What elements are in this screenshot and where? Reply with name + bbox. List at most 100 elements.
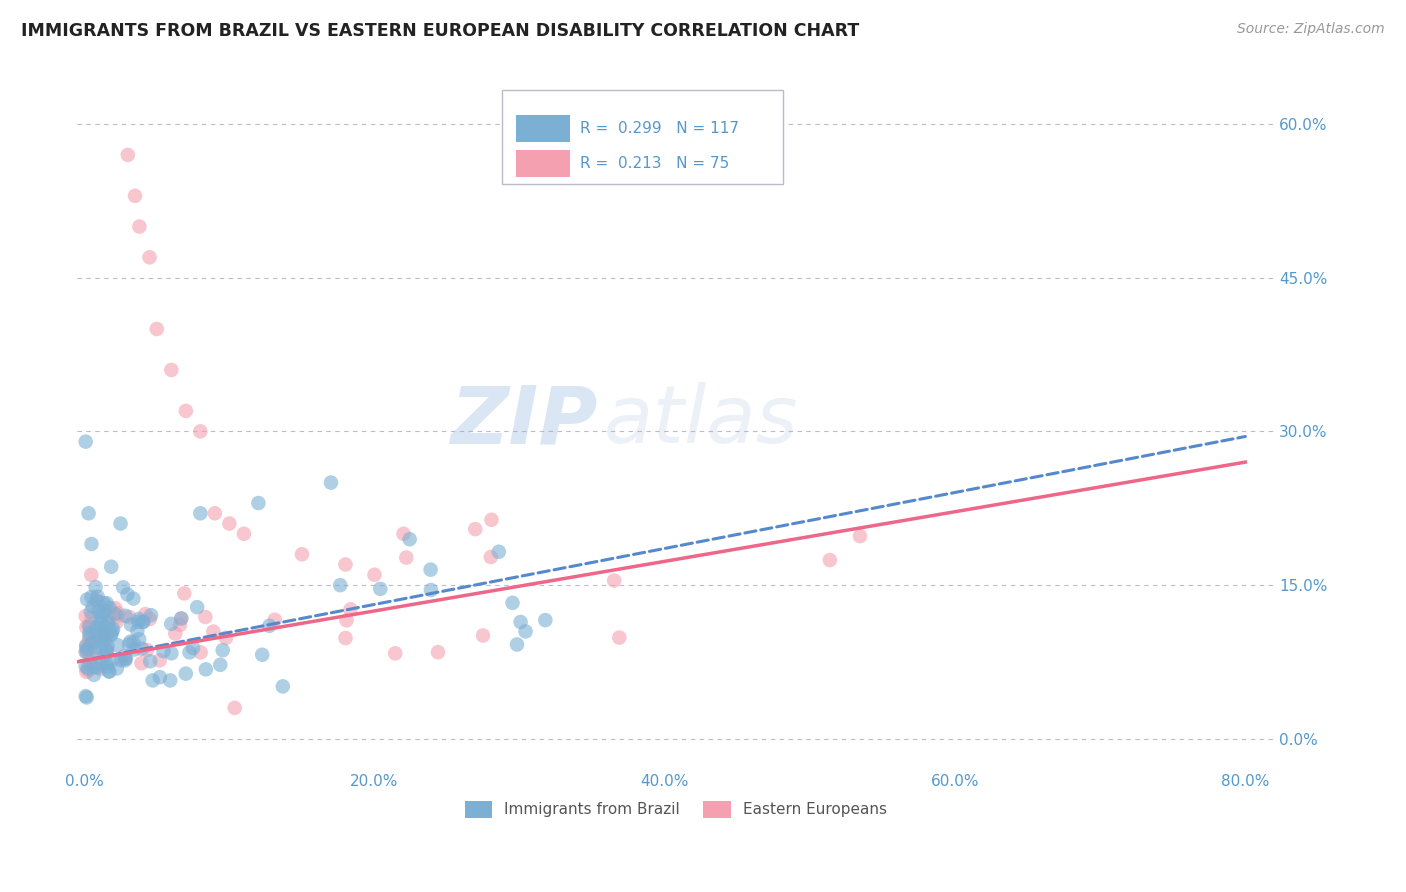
Point (105, 615, 128, 629)
Point (384, 646, 406, 660)
Point (339, 602, 361, 616)
Point (502, 596, 524, 610)
Point (93, 628, 115, 642)
Point (83, 668, 105, 682)
Point (481, 513, 503, 527)
Point (188, 425, 211, 439)
Text: Source: ZipAtlas.com: Source: ZipAtlas.com (1237, 22, 1385, 37)
Point (138, 250, 160, 264)
Point (105, 661, 128, 675)
Point (87, 594, 110, 608)
Point (96, 642, 118, 657)
Point (75, 609, 97, 624)
Point (96, 625, 118, 640)
Point (93, 634, 115, 648)
Point (100, 559, 122, 574)
Point (76, 592, 98, 607)
Point (80, 605, 103, 619)
Point (79, 629, 101, 643)
Point (127, 624, 149, 638)
Point (76, 642, 98, 657)
Point (75, 659, 97, 673)
Point (84, 645, 107, 659)
Point (86, 593, 108, 607)
Point (80, 634, 103, 648)
Point (335, 631, 357, 645)
Point (79, 655, 101, 669)
Point (100, 654, 122, 668)
Point (79, 625, 101, 640)
Point (96, 596, 118, 610)
Point (86, 640, 108, 655)
Point (224, 701, 246, 715)
Point (426, 645, 449, 659)
Point (122, 591, 145, 606)
Point (127, 615, 149, 629)
Point (291, 547, 314, 561)
Point (392, 526, 415, 541)
Point (142, 673, 165, 688)
Point (94, 632, 117, 646)
Bar (516, 150, 571, 177)
Point (96, 657, 118, 671)
Point (603, 574, 626, 588)
Point (120, 634, 142, 648)
Point (139, 612, 162, 626)
Point (259, 619, 281, 633)
Point (80, 567, 103, 582)
Point (132, 615, 155, 629)
Point (96, 643, 118, 657)
Point (169, 618, 191, 632)
Point (84, 580, 107, 594)
Point (90, 657, 112, 672)
Point (75, 620, 97, 634)
Point (117, 148, 139, 162)
Point (232, 526, 254, 541)
Point (472, 628, 495, 642)
Point (319, 475, 342, 490)
FancyBboxPatch shape (502, 90, 783, 185)
Point (75, 434, 97, 449)
Point (363, 567, 385, 582)
Point (173, 586, 195, 600)
Point (77, 664, 100, 678)
Point (124, 642, 146, 657)
Point (146, 322, 169, 336)
Point (128, 612, 150, 626)
Point (79, 619, 101, 633)
Point (75, 638, 97, 652)
Point (75, 640, 97, 654)
Point (83, 629, 105, 643)
Point (368, 582, 391, 596)
Point (90, 627, 112, 641)
Point (80, 611, 103, 625)
Point (117, 587, 139, 601)
Point (96, 639, 118, 653)
Point (160, 646, 183, 660)
Point (77, 633, 100, 648)
Point (488, 545, 510, 559)
Point (139, 654, 162, 668)
Point (90, 638, 112, 652)
Point (89, 662, 111, 676)
Point (90, 616, 112, 631)
Point (104, 601, 127, 615)
Point (76, 661, 98, 675)
Point (101, 622, 124, 636)
Point (194, 662, 217, 676)
Point (136, 643, 159, 657)
Point (93, 596, 115, 610)
Point (94, 630, 117, 644)
Point (120, 617, 142, 632)
Point (105, 609, 128, 624)
Point (115, 651, 138, 665)
Point (131, 657, 153, 671)
Point (506, 637, 529, 651)
Point (335, 558, 357, 572)
Point (165, 626, 187, 640)
Point (87, 604, 110, 618)
Point (80, 590, 103, 604)
Point (94, 619, 117, 633)
Point (93, 604, 115, 618)
Point (100, 628, 122, 642)
